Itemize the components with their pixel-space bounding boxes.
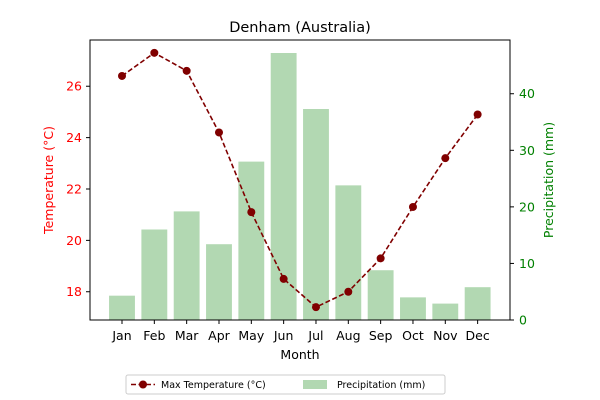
legend-label-precipitation: Precipitation (mm) bbox=[337, 380, 425, 391]
x-tick-label-aug: Aug bbox=[336, 328, 360, 343]
left-y-axis: 18 20 22 24 26 bbox=[66, 79, 90, 299]
temperature-point-dec bbox=[473, 110, 482, 119]
temperature-point-oct bbox=[408, 202, 417, 211]
temperature-point-sep bbox=[376, 254, 385, 263]
temperature-point-may bbox=[247, 208, 256, 217]
plot-frame bbox=[89, 39, 511, 321]
temperature-point-aug bbox=[344, 287, 353, 296]
right-y-axis-label: Precipitation (mm) bbox=[541, 122, 556, 238]
precipitation-bar-dec bbox=[464, 287, 491, 320]
temperature-point-jul bbox=[311, 303, 320, 312]
temperature-line bbox=[118, 48, 482, 312]
left-y-tick-label-20: 20 bbox=[66, 233, 82, 248]
precipitation-bar-aug bbox=[335, 185, 362, 320]
left-y-tick-label-24: 24 bbox=[66, 130, 82, 145]
x-axis: Jan Feb Mar Apr May Jun Jul Aug Sep Oct Nov Dec bbox=[111, 320, 490, 343]
precipitation-bar-oct bbox=[400, 297, 426, 320]
right-y-tick-label-20: 20 bbox=[519, 199, 535, 214]
x-tick-label-sep: Sep bbox=[369, 328, 393, 343]
temperature-series-line bbox=[121, 51, 479, 309]
precipitation-bar-jan bbox=[109, 295, 135, 320]
right-y-tick-label-40: 40 bbox=[519, 86, 535, 101]
legend-box bbox=[125, 374, 446, 395]
left-y-tick-label-18: 18 bbox=[66, 284, 82, 299]
right-y-axis: 0 10 20 30 40 bbox=[510, 86, 535, 328]
left-y-axis-label: Temperature (°C) bbox=[41, 126, 56, 235]
right-y-tick-label-0: 0 bbox=[519, 313, 527, 328]
precipitation-bar-sep bbox=[367, 270, 394, 320]
x-axis-label: Month bbox=[280, 347, 319, 362]
precipitation-bar-may bbox=[238, 161, 265, 320]
temperature-point-jun bbox=[279, 274, 288, 283]
x-tick-label-apr: Apr bbox=[208, 328, 230, 343]
temperature-point-jan bbox=[118, 71, 126, 80]
chart-title: Denham (Australia) bbox=[229, 20, 371, 36]
left-y-tick-label-26: 26 bbox=[66, 79, 82, 94]
precipitation-bars bbox=[109, 53, 491, 320]
precipitation-bar-apr bbox=[206, 244, 232, 320]
temperature-point-mar bbox=[182, 66, 191, 75]
precipitation-bar-feb bbox=[141, 229, 168, 320]
x-tick-label-feb: Feb bbox=[143, 328, 165, 343]
x-tick-label-oct: Oct bbox=[402, 328, 424, 343]
temperature-point-nov bbox=[441, 154, 450, 163]
temperature-point-apr bbox=[214, 128, 223, 137]
precipitation-bar-jul bbox=[303, 109, 329, 320]
x-tick-label-mar: Mar bbox=[175, 328, 199, 343]
x-tick-label-jul: Jul bbox=[307, 328, 323, 343]
x-tick-label-may: May bbox=[238, 328, 264, 343]
precipitation-bar-mar bbox=[173, 211, 200, 320]
precipitation-bar-nov bbox=[432, 303, 459, 320]
x-tick-label-dec: Dec bbox=[466, 328, 490, 343]
right-y-tick-label-10: 10 bbox=[519, 256, 535, 271]
legend-label-temperature: Max Temperature (°C) bbox=[161, 380, 266, 391]
x-tick-label-nov: Nov bbox=[433, 328, 458, 343]
right-y-tick-label-30: 30 bbox=[519, 143, 535, 158]
temperature-point-feb bbox=[150, 48, 159, 57]
left-y-tick-label-22: 22 bbox=[66, 181, 82, 196]
legend: Max Temperature (°C) Precipitation (mm) bbox=[125, 374, 446, 395]
x-tick-label-jun: Jun bbox=[273, 328, 294, 343]
legend-bar-swatch bbox=[303, 380, 327, 389]
x-tick-label-jan: Jan bbox=[111, 328, 131, 343]
legend-line-dot bbox=[139, 380, 147, 389]
